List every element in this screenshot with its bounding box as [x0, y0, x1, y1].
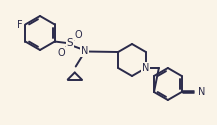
Text: N: N	[198, 87, 205, 97]
Text: O: O	[75, 30, 82, 40]
Text: N: N	[81, 46, 88, 56]
Text: S: S	[66, 38, 73, 48]
Text: F: F	[17, 20, 22, 30]
Text: O: O	[58, 48, 66, 58]
Text: N: N	[142, 63, 150, 73]
